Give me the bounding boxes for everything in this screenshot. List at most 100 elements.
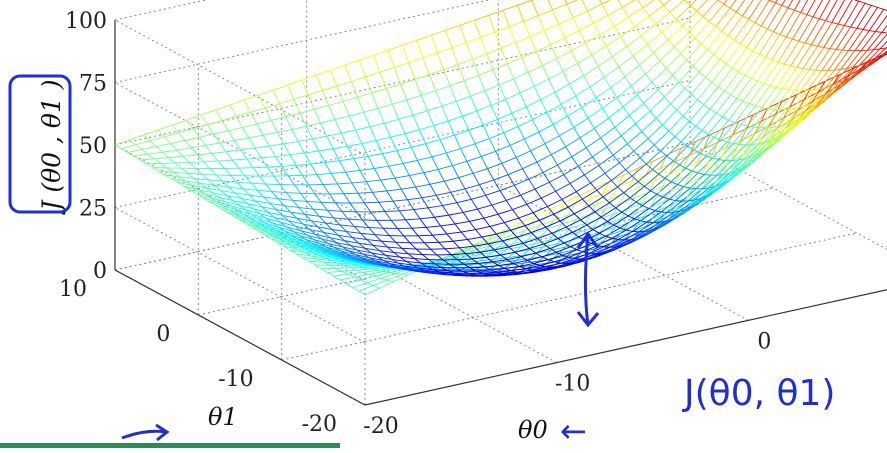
mesh-line [679, 82, 685, 88]
mesh-line [405, 134, 411, 148]
mesh-line [438, 48, 452, 53]
mesh-line [564, 237, 578, 243]
mesh-line [499, 79, 513, 85]
mesh-line [370, 123, 384, 127]
mesh-line [321, 123, 327, 136]
mesh-line [173, 120, 187, 125]
mesh-line [185, 137, 199, 140]
mesh-line [375, 235, 389, 236]
mesh-line [727, 125, 741, 142]
mesh-line [288, 80, 302, 85]
mesh-line [403, 40, 417, 45]
mesh-line [368, 156, 374, 168]
mesh-line [426, 144, 432, 157]
mesh-line [208, 125, 214, 134]
mesh-line [469, 218, 483, 221]
mesh-line [263, 132, 277, 135]
mesh-line [439, 242, 445, 248]
mesh-line [419, 130, 425, 144]
mesh-line [333, 146, 347, 148]
mesh-line [348, 274, 354, 277]
mesh-line [450, 86, 456, 102]
mesh-line [364, 112, 370, 126]
mesh-line [434, 217, 440, 226]
mesh-line [280, 185, 286, 193]
mesh-line [593, 230, 599, 234]
mesh-line [673, 60, 687, 75]
handwritten-arrow-x: ← [560, 412, 587, 448]
mesh-line [789, 69, 803, 90]
mesh-line [430, 181, 444, 184]
mesh-line [768, 89, 782, 109]
z-tick-label: 0 [93, 259, 107, 284]
mesh-line [786, 37, 792, 39]
mesh-line [426, 140, 440, 144]
mesh-line [308, 91, 322, 95]
mesh-line [636, 124, 642, 132]
mesh-line [212, 152, 226, 154]
mesh-line [461, 230, 475, 232]
mesh-line [477, 105, 491, 111]
mesh-line [279, 104, 285, 117]
mesh-line [389, 163, 403, 166]
mesh-line [258, 190, 272, 191]
mesh-line [654, 53, 660, 61]
mesh-line [512, 107, 526, 114]
mesh-line [799, 17, 813, 41]
mesh-line [784, 64, 790, 66]
mesh-line [563, 72, 569, 85]
mesh-line [649, 208, 655, 210]
mesh-line [722, 31, 728, 35]
mesh-line [668, 26, 682, 40]
mesh-line [828, 50, 842, 70]
mesh-line [576, 183, 590, 192]
mesh-line [650, 111, 656, 118]
mesh-line [808, 70, 822, 90]
mesh-line [539, 132, 545, 144]
mesh-line [433, 235, 439, 242]
mesh-line [606, 46, 612, 57]
mesh-line [803, 69, 809, 70]
mesh-line [664, 0, 678, 5]
mesh-line [220, 143, 226, 152]
mesh-line [458, 59, 472, 64]
mesh-line [611, 88, 617, 98]
mesh-line [416, 187, 422, 198]
mesh-line [818, 22, 832, 46]
mesh-line [381, 241, 395, 242]
mesh-line [399, 119, 405, 133]
mesh-line [849, 30, 863, 51]
mesh-line [805, 19, 819, 43]
mesh-line [247, 159, 253, 168]
mesh-line [313, 139, 319, 151]
mesh-line [210, 168, 216, 174]
mesh-line [646, 74, 652, 82]
mesh-line [415, 79, 421, 95]
mesh-line [489, 139, 495, 152]
mesh-line [838, 0, 852, 24]
mesh-line [519, 213, 533, 218]
z-axis-label: J (θ0 , θ1 ) [37, 79, 66, 215]
mesh-line [378, 108, 384, 123]
mesh-line [576, 96, 582, 107]
mesh-line [642, 118, 656, 131]
mesh-line [356, 127, 370, 130]
mesh-line [654, 40, 668, 53]
mesh-line [498, 210, 512, 215]
mesh-line [572, 148, 586, 157]
mesh-line [670, 12, 676, 19]
mesh-line [563, 63, 577, 71]
mesh-line [523, 162, 537, 169]
mesh-line [508, 175, 514, 186]
mesh-line [677, 94, 691, 110]
mesh-line [446, 149, 460, 153]
mesh-line [516, 157, 522, 168]
mesh-line [495, 27, 509, 32]
mesh-line [402, 274, 408, 275]
mesh-line [447, 232, 461, 234]
mesh-line [761, 3, 775, 26]
mesh-line [366, 180, 380, 182]
mesh-line [801, 70, 815, 90]
mesh-line [284, 144, 290, 155]
mesh-line [547, 105, 561, 113]
